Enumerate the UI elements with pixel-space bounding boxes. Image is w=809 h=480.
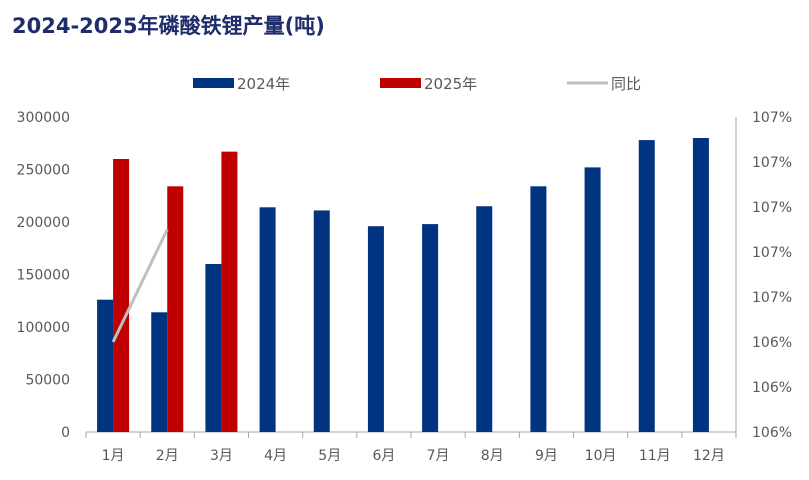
bar-2024年 bbox=[313, 210, 330, 432]
bar-2025年 bbox=[221, 151, 238, 432]
x-tick-label: 5月 bbox=[318, 448, 341, 464]
y-tick-label: 300000 bbox=[17, 110, 70, 126]
legend-swatch-2025年 bbox=[380, 78, 421, 88]
x-tick-label: 1月 bbox=[102, 448, 125, 464]
bar-2024年 bbox=[530, 186, 547, 432]
bar-2024年 bbox=[638, 140, 655, 432]
y2-tick-label: 107% bbox=[752, 200, 792, 216]
tick-labels: 0 50000 100000 150000 200000 250000 300000 106%… bbox=[17, 110, 792, 464]
bar-2024年 bbox=[205, 264, 222, 432]
x-tick-label: 2月 bbox=[156, 448, 179, 464]
x-tick-label: 3月 bbox=[210, 448, 233, 464]
bar-2025年 bbox=[113, 159, 130, 432]
y2-tick-label: 106% bbox=[752, 380, 792, 396]
yoy-line bbox=[111, 228, 169, 343]
y-tick-label: 150000 bbox=[17, 268, 70, 284]
y2-tick-label: 107% bbox=[752, 245, 792, 261]
y2-tick-label: 107% bbox=[752, 155, 792, 171]
bar-2024年 bbox=[476, 206, 493, 432]
y2-tick-label: 107% bbox=[752, 290, 792, 306]
y-tick-label: 50000 bbox=[25, 373, 70, 389]
y-tick-label: 0 bbox=[61, 425, 70, 441]
bar-2024年 bbox=[259, 207, 276, 432]
x-tick-label: 10月 bbox=[585, 448, 617, 464]
bar-2024年 bbox=[584, 167, 601, 432]
legend-swatch-2024年 bbox=[193, 78, 234, 88]
x-tick-label: 11月 bbox=[639, 448, 671, 464]
y2-tick-label: 106% bbox=[752, 425, 792, 441]
bars bbox=[97, 138, 709, 432]
x-tick-label: 6月 bbox=[372, 448, 395, 464]
legend: 2024年 2025年 同比 bbox=[193, 75, 641, 93]
legend-label-2024年: 2024年 bbox=[237, 75, 290, 93]
y-tick-label: 100000 bbox=[17, 320, 70, 336]
x-tick-label: 9月 bbox=[535, 448, 558, 464]
y2-tick-label: 107% bbox=[752, 110, 792, 126]
bar-2024年 bbox=[422, 224, 439, 432]
x-tick-label: 8月 bbox=[481, 448, 504, 464]
line-同比 bbox=[111, 228, 169, 343]
legend-label-2025年: 2025年 bbox=[424, 75, 477, 93]
y-tick-label: 250000 bbox=[17, 163, 70, 179]
y2-tick-label: 106% bbox=[752, 335, 792, 351]
bar-2024年 bbox=[692, 138, 709, 432]
bar-2024年 bbox=[367, 226, 384, 432]
legend-label-同比: 同比 bbox=[611, 75, 641, 93]
y-tick-label: 200000 bbox=[17, 215, 70, 231]
x-tick-label: 12月 bbox=[693, 448, 725, 464]
x-tick-label: 7月 bbox=[427, 448, 450, 464]
axes bbox=[85, 117, 737, 438]
bar-2024年 bbox=[97, 299, 114, 432]
x-tick-label: 4月 bbox=[264, 448, 287, 464]
chart-title: 2024-2025年磷酸铁锂产量(吨) bbox=[12, 14, 325, 38]
bar-2025年 bbox=[167, 186, 184, 432]
bar-2024年 bbox=[151, 312, 168, 432]
